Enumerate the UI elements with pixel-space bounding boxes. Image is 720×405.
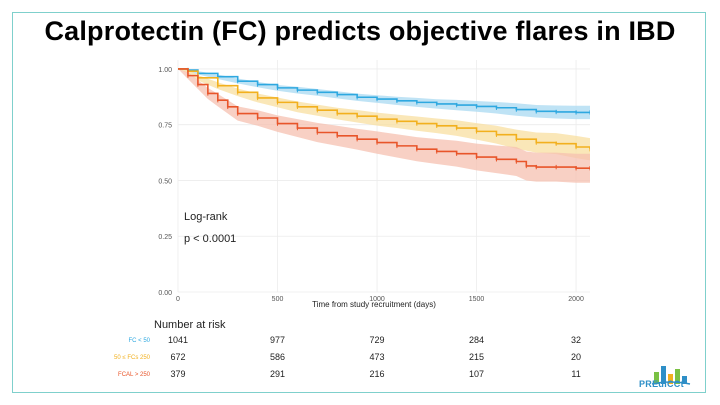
confidence-band-series-3 (178, 68, 590, 183)
risk-table: FC < 50 1041 977 729 284 32 50 ≤ FCs 250 672 586… (114, 335, 581, 379)
slide-title: Calprotectin (FC) predicts objective fla… (44, 16, 676, 46)
risk-count: 586 (270, 352, 285, 362)
risk-count: 291 (270, 369, 285, 379)
risk-count: 216 (370, 369, 385, 379)
axes: 0.00 0.25 0.50 0.75 1.00 0 500 1000 1500 2000 (158, 67, 584, 303)
x-tick-label: 1500 (469, 296, 485, 303)
risk-count: 20 (571, 352, 581, 362)
risk-row-label: FC < 50 (128, 338, 150, 344)
risk-count: 977 (270, 335, 285, 345)
x-tick-label: 0 (176, 296, 180, 303)
risk-count: 11 (571, 369, 580, 379)
x-tick-label: 2000 (568, 296, 584, 303)
risk-count: 284 (469, 335, 484, 345)
x-tick-label: 1000 (369, 296, 385, 303)
y-tick-label: 0.00 (158, 290, 172, 297)
annotation-pvalue: p < 0.0001 (184, 233, 236, 245)
risk-count: 1041 (168, 335, 188, 345)
x-axis-label: Time from study recruitment (days) (312, 300, 436, 309)
chart-panel: 0.00 0.25 0.50 0.75 1.00 0 500 1000 1500 2000 Log… (108, 52, 591, 388)
risk-count: 107 (469, 369, 484, 379)
confidence-band-series-2 (178, 68, 590, 161)
slide-frame (12, 12, 706, 393)
risk-count: 729 (370, 335, 385, 345)
risk-count: 672 (170, 352, 185, 362)
risk-row-label: FCAL > 250 (118, 372, 151, 378)
survival-curves (178, 67, 591, 171)
y-tick-label: 0.50 (158, 178, 172, 185)
x-tick-label: 500 (272, 296, 284, 303)
y-tick-label: 0.75 (158, 123, 172, 130)
risk-row-label: 50 ≤ FCs 250 (114, 355, 151, 361)
annotation-logrank: Log-rank (184, 211, 228, 223)
km-chart: 0.00 0.25 0.50 0.75 1.00 0 500 1000 1500 2000 Log… (114, 60, 591, 379)
risk-table-title: Number at risk (154, 319, 226, 331)
risk-count: 473 (370, 352, 385, 362)
risk-count: 32 (571, 335, 581, 345)
city-skyline-icon (651, 366, 691, 385)
y-tick-label: 0.25 (158, 234, 172, 241)
y-tick-label: 1.00 (158, 67, 172, 74)
logo-text: PREdiCCt (639, 379, 684, 389)
risk-count: 215 (469, 352, 484, 362)
risk-count: 379 (170, 369, 185, 379)
